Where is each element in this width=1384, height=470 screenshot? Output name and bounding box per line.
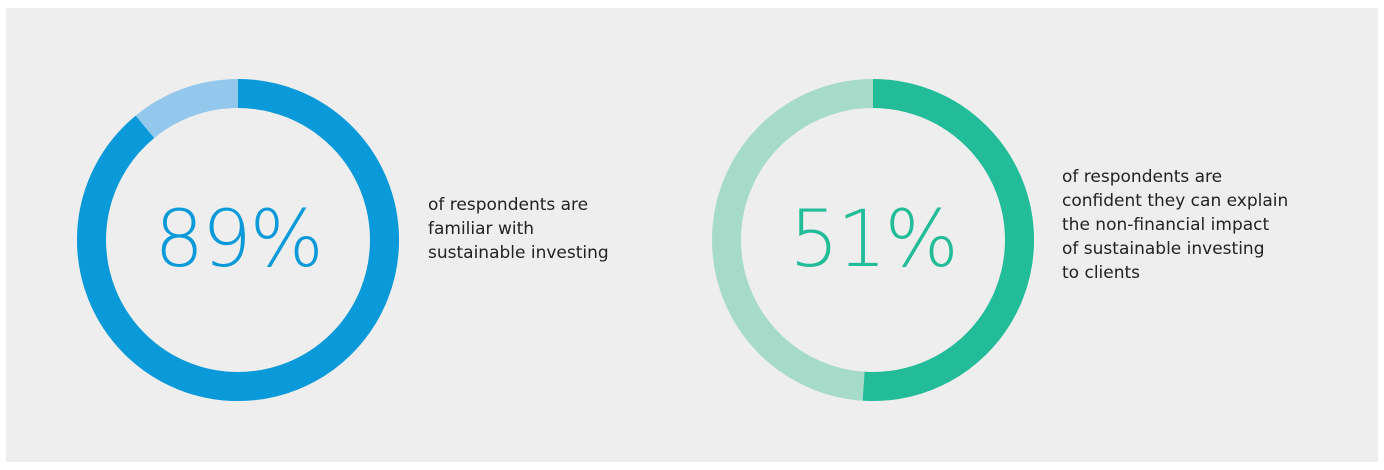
stat-description: of respondents are familiar with sustain…: [428, 193, 609, 265]
stats-panel: 89% of respondents are familiar with sus…: [6, 8, 1378, 462]
donut-chart-familiar: 89%: [77, 79, 399, 401]
donut-arc-confident: [712, 79, 1034, 401]
percentage-value: 89%: [154, 195, 323, 285]
stat-familiar: 89% of respondents are familiar with sus…: [6, 8, 686, 462]
donut-chart-confident: 51%: [712, 79, 1034, 401]
description-line: of respondents are: [1062, 167, 1223, 187]
description-line: the non-financial impact: [1062, 215, 1270, 235]
donut-arc-familiar: [77, 79, 399, 401]
description-line: sustainable investing: [428, 243, 609, 263]
description-line: confident they can explain: [1062, 191, 1289, 211]
description-line: familiar with: [428, 219, 535, 239]
stat-confident: 51% of respondents are confident they ca…: [686, 8, 1378, 462]
percentage-value: 51%: [789, 195, 958, 285]
description-line: of respondents are: [428, 195, 589, 215]
description-line: of sustainable investing: [1062, 239, 1265, 259]
stat-description: of respondents are confident they can ex…: [1062, 165, 1288, 285]
description-line: to clients: [1062, 263, 1141, 283]
donut-svg-confident: [712, 79, 1034, 401]
donut-svg-familiar: [77, 79, 399, 401]
